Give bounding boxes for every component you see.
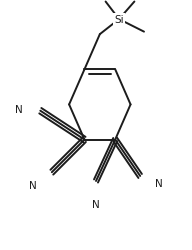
Text: N: N xyxy=(15,105,23,115)
Text: N: N xyxy=(29,180,36,190)
Text: Si: Si xyxy=(114,15,124,25)
Text: N: N xyxy=(156,179,163,189)
Text: N: N xyxy=(92,199,100,209)
